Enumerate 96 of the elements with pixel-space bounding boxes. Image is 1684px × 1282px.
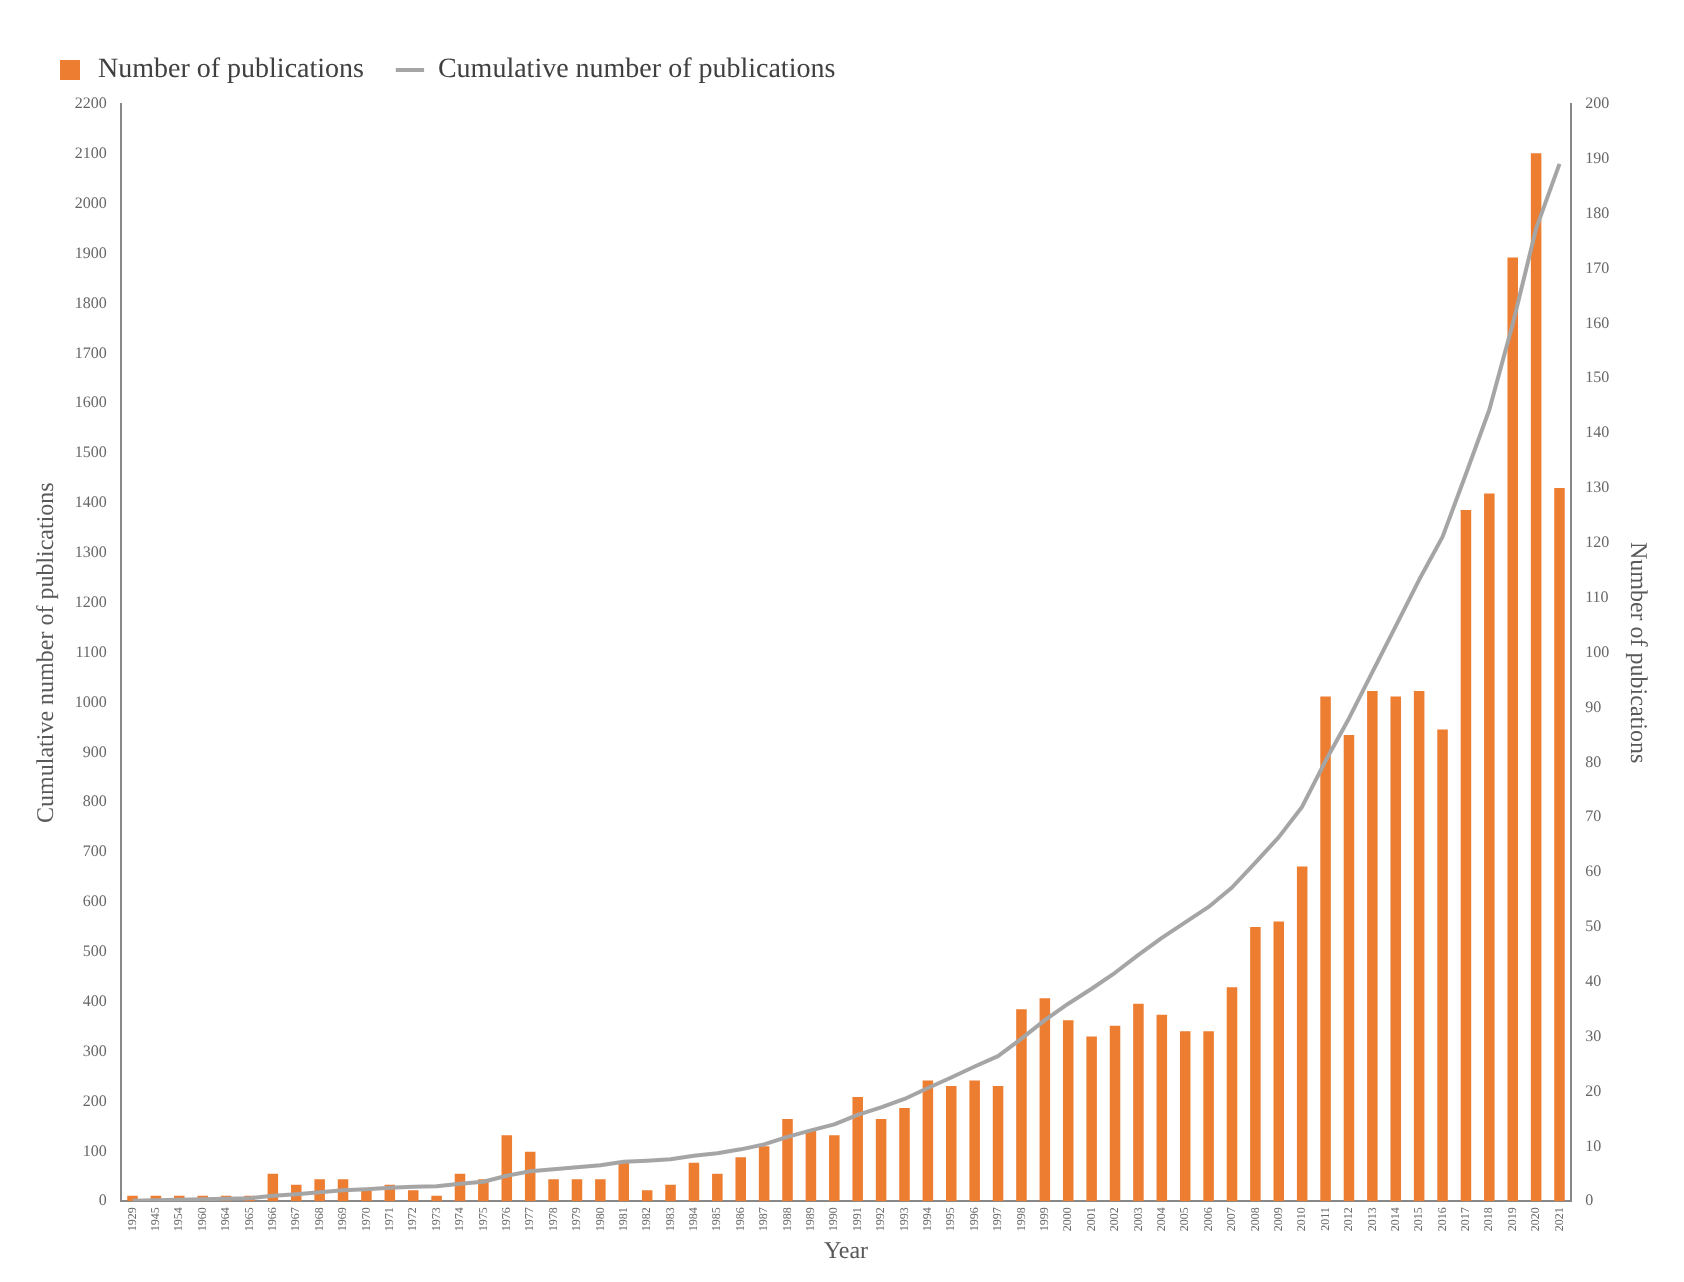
y-tick-label: 1200: [74, 592, 107, 611]
y2-tick-label: 140: [1585, 423, 1610, 442]
y2-tick-label: 90: [1585, 697, 1602, 716]
y2-tick-label: 120: [1585, 533, 1610, 552]
y-tick-label: 1000: [74, 692, 107, 711]
bar: [1109, 1025, 1121, 1202]
y-tick-label: 600: [82, 892, 107, 911]
y-tick-label: 1400: [74, 493, 107, 512]
bar: [829, 1135, 840, 1202]
bar: [1016, 1009, 1027, 1202]
bar: [969, 1080, 980, 1202]
y2-tick-label: 200: [1585, 94, 1610, 113]
y2-tick-label: 20: [1585, 1081, 1602, 1100]
y2-tick-label: 50: [1585, 917, 1602, 936]
y2-tick-label: 100: [1585, 642, 1610, 661]
bar: [735, 1157, 746, 1202]
y-tick-label: 300: [82, 1041, 107, 1060]
y-tick-label: 700: [82, 842, 107, 861]
y2-tick-label: 40: [1585, 971, 1602, 990]
bar: [1484, 493, 1495, 1202]
bar: [1460, 509, 1472, 1202]
y-tick-label: 500: [82, 942, 107, 961]
bar: [1086, 1036, 1097, 1202]
y-tick-label: 1900: [74, 243, 107, 262]
bar: [1320, 696, 1331, 1202]
bar: [1250, 926, 1261, 1202]
bar: [1133, 1003, 1144, 1202]
y2-tick-label: 180: [1585, 203, 1610, 222]
bar: [1156, 1014, 1168, 1202]
y-tick-label: 1600: [74, 393, 107, 412]
bar: [899, 1107, 910, 1202]
bar: [782, 1118, 793, 1202]
y2-axis-title: Number of pubications: [1625, 541, 1654, 764]
y-tick-label: 800: [82, 792, 107, 811]
bar: [571, 1179, 583, 1202]
y-tick-label: 1100: [75, 642, 107, 661]
y-tick-label: 200: [82, 1091, 107, 1110]
y2-tick-label: 70: [1585, 807, 1602, 826]
bar: [712, 1173, 723, 1202]
y-tick-label: 1500: [74, 443, 107, 462]
y2-tick-label: 160: [1585, 313, 1610, 332]
y-tick-label: 2100: [74, 144, 107, 163]
bar: [688, 1162, 700, 1202]
bar: [922, 1080, 934, 1202]
y-tick-label: 1300: [74, 543, 107, 562]
bar: [852, 1096, 863, 1202]
bar: [992, 1085, 1004, 1202]
bar: [618, 1162, 630, 1202]
bar: [946, 1085, 957, 1202]
y-tick-label: 100: [82, 1141, 107, 1160]
bar: [431, 1195, 442, 1202]
y2-tick-label: 60: [1585, 862, 1602, 881]
bar: [1039, 998, 1051, 1202]
bar: [758, 1146, 770, 1202]
bar: [595, 1179, 606, 1202]
bar: [1273, 921, 1285, 1202]
bar: [1507, 257, 1518, 1202]
bar: [1062, 1020, 1074, 1202]
bar: [361, 1190, 372, 1202]
x-axis-title: Year: [823, 1235, 869, 1264]
y2-tick-label: 110: [1585, 587, 1609, 606]
bar: [1296, 866, 1308, 1202]
y-tick-label: 1800: [74, 293, 107, 312]
y2-tick-label: 130: [1585, 478, 1610, 497]
bar: [407, 1190, 419, 1202]
legend-label: Number of publications: [98, 55, 364, 86]
bar: [1343, 734, 1355, 1202]
y2-tick-label: 80: [1585, 752, 1602, 771]
y2-tick-label: 10: [1585, 1136, 1602, 1155]
bar: [1179, 1031, 1191, 1202]
bar: [548, 1179, 559, 1202]
bar: [1203, 1031, 1214, 1202]
y2-tick-label: 170: [1585, 258, 1610, 277]
bar: [1413, 691, 1425, 1202]
bar: [1554, 488, 1565, 1202]
y-tick-label: 2000: [74, 193, 107, 212]
y-tick-label: 0: [98, 1191, 107, 1210]
bar: [805, 1129, 817, 1202]
y2-tick-label: 30: [1585, 1026, 1602, 1045]
bar: [641, 1190, 653, 1202]
bar: [1437, 729, 1448, 1202]
bar: [1226, 987, 1238, 1202]
bar: [875, 1118, 887, 1202]
y-tick-label: 900: [82, 742, 107, 761]
y2-tick-label: 150: [1585, 368, 1610, 387]
bar: [1530, 153, 1542, 1202]
bar: [665, 1184, 676, 1202]
y-tick-label: 2200: [74, 94, 107, 113]
y-axis-title: Cumulative number of publications: [30, 481, 59, 823]
y2-tick-label: 190: [1585, 149, 1610, 168]
legend-label: Cumulative number of publications: [437, 55, 836, 86]
y2-tick-label: 0: [1585, 1191, 1594, 1210]
y-tick-label: 400: [82, 991, 107, 1010]
bar: [1367, 691, 1378, 1202]
y-tick-label: 1700: [74, 343, 107, 362]
bar: [1390, 696, 1402, 1202]
